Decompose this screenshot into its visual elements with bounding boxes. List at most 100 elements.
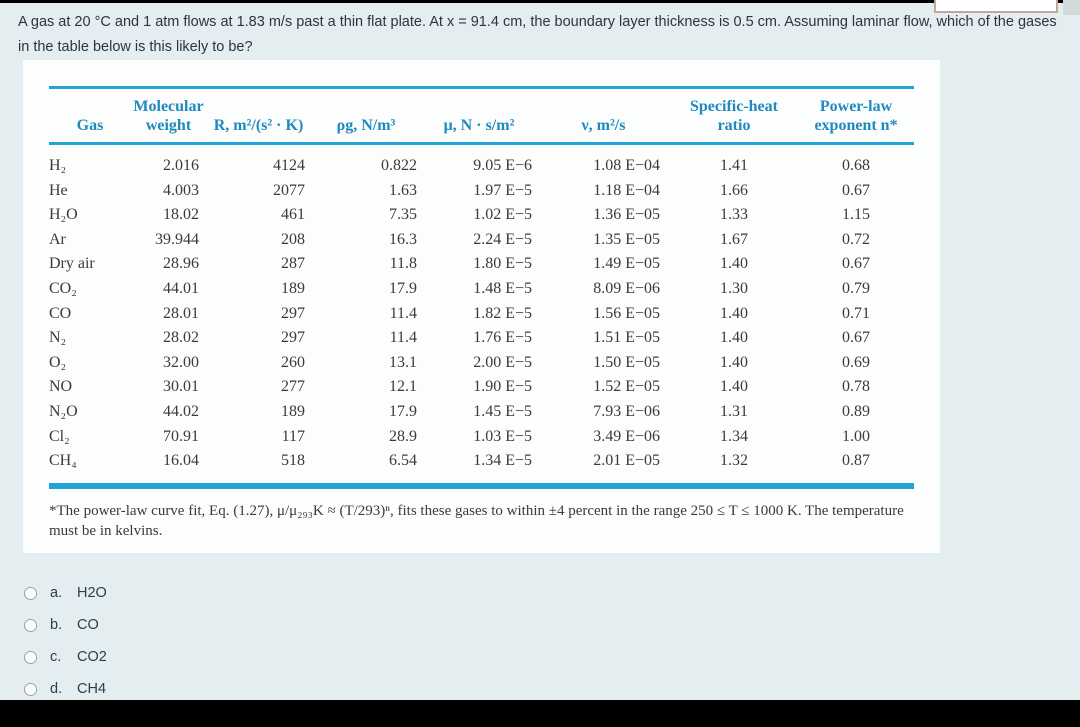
table-cell: 1.52 E−05 <box>593 378 660 396</box>
table-cell: 0.87 <box>842 452 870 470</box>
option-label: CH4 <box>77 681 107 697</box>
radio-button-a[interactable] <box>24 586 37 600</box>
table-cell: 0.822 <box>381 157 417 174</box>
table-cell: 1.15 <box>842 206 870 224</box>
option-c[interactable]: c. CO2 <box>24 641 107 673</box>
table-cell: 0.67 <box>842 181 870 199</box>
option-label: H2O <box>77 585 107 601</box>
table-cell: 1.30 <box>720 279 748 297</box>
table-cell: 1.18 E−04 <box>593 181 660 199</box>
table-cell: 1.34 E−5 <box>473 452 532 470</box>
table-cell: 1.45 E−5 <box>473 402 532 420</box>
table-cell: N₂ <box>49 329 67 347</box>
radio-button-c[interactable] <box>24 650 37 664</box>
table-cell: 0.67 <box>842 255 870 273</box>
table-cell: 3.49 E−06 <box>593 427 660 445</box>
table-cell: 12.1 <box>389 378 417 396</box>
table-cell: 30.01 <box>163 378 199 396</box>
table-cell: 16.04 <box>163 452 199 470</box>
table-row: O₂ 32.00 260 13.1 2.00 E−5 1.50 E−05 1.40 0.69 <box>49 351 914 376</box>
table-cell: 1.76 E−5 <box>473 329 532 347</box>
table-cell: 44.01 <box>163 279 199 297</box>
table-cell: 11.4 <box>389 304 417 322</box>
table-cell: 1.90 E−5 <box>473 378 532 396</box>
table-cell: 2.00 E−5 <box>473 353 532 371</box>
table-cell: 28.02 <box>163 329 199 347</box>
table-cell: 11.8 <box>389 255 417 273</box>
col-header-specific-heat-ratio: Specific-heat ratio <box>690 98 778 134</box>
table-row: CO₂ 44.01 189 17.9 1.48 E−5 8.09 E−06 1.30 0.79 <box>49 277 914 302</box>
table-row: H₂ 2.016 4124 0.822 9.05 E−6 1.08 E−04 1.41 0.6… <box>49 144 914 179</box>
table-cell: 1.97 E−5 <box>473 181 532 199</box>
table-cell: 1.40 <box>720 329 748 347</box>
table-row: H₂O 18.02 461 7.35 1.02 E−5 1.36 E−05 1.33 1.15 <box>49 203 914 228</box>
table-cell: 2.24 E−5 <box>473 230 532 248</box>
table-row: CH₄ 16.04 518 6.54 1.34 E−5 2.01 E−05 1.32 0.87 <box>49 449 914 474</box>
table-cell: 1.66 <box>720 181 748 199</box>
table-row: Dry air 28.96 287 11.8 1.80 E−5 1.49 E−05 1.40… <box>49 252 914 277</box>
table-cell: 0.69 <box>842 353 870 371</box>
table-cell: 7.35 <box>389 206 417 224</box>
table-cell: 1.50 E−05 <box>593 353 660 371</box>
table-row: NO 30.01 277 12.1 1.90 E−5 1.52 E−05 1.40 0.78 <box>49 375 914 400</box>
table-cell: 2.01 E−05 <box>593 452 660 470</box>
table-cell: 1.40 <box>720 378 748 396</box>
bottom-black-bar <box>0 700 1080 727</box>
table-cell: 1.00 <box>842 427 870 445</box>
table-cell: 2077 <box>273 181 305 199</box>
table-row: N₂ 28.02 297 11.4 1.76 E−5 1.51 E−05 1.40 0.67 <box>49 326 914 351</box>
table-cell: 1.31 <box>720 402 748 420</box>
table-cell: 461 <box>281 206 305 224</box>
table-cell: 4.003 <box>163 181 199 199</box>
question-text: A gas at 20 °C and 1 atm flows at 1.83 m… <box>18 14 1057 55</box>
table-cell: 1.34 <box>720 427 748 445</box>
option-a[interactable]: a. H2O <box>24 577 107 609</box>
table-cell: 0.89 <box>842 402 870 420</box>
table-cell: 1.03 E−5 <box>473 427 532 445</box>
table-cell: 297 <box>281 329 305 347</box>
radio-button-d[interactable] <box>24 682 37 696</box>
radio-button-b[interactable] <box>24 618 37 632</box>
option-d[interactable]: d. CH4 <box>24 673 107 705</box>
top-black-bar <box>0 0 1080 3</box>
table-cell: 2.016 <box>163 157 199 174</box>
gas-properties-table-card: Gas Molecular weight R, m²/(s² · K) ρg, N… <box>23 60 940 553</box>
option-letter: c. <box>50 649 62 665</box>
table-row: CO 28.01 297 11.4 1.82 E−5 1.56 E−05 1.40 0.71 <box>49 302 914 327</box>
table-top-rule <box>49 86 914 89</box>
table-cell: 0.67 <box>842 329 870 347</box>
table-cell: 1.08 E−04 <box>593 157 660 174</box>
table-cell: 4124 <box>273 157 305 174</box>
table-cell: 17.9 <box>389 279 417 297</box>
table-cell: 9.05 E−6 <box>473 157 532 174</box>
col-header-molecular-weight: Molecular weight <box>133 98 204 134</box>
table-cell: 117 <box>281 427 305 445</box>
option-label: CO <box>77 617 99 633</box>
table-cell: 6.54 <box>389 452 417 470</box>
gas-properties-table: Gas Molecular weight R, m²/(s² · K) ρg, N… <box>49 89 914 474</box>
table-cell: 1.49 E−05 <box>593 255 660 273</box>
table-cell: 16.3 <box>389 230 417 248</box>
table-cell: 1.36 E−05 <box>593 206 660 224</box>
table-cell: 17.9 <box>389 402 417 420</box>
table-cell: 518 <box>281 452 305 470</box>
table-row: Cl₂ 70.91 117 28.9 1.03 E−5 3.49 E−06 1.34 1.00 <box>49 425 914 450</box>
table-cell: CO <box>49 304 72 322</box>
table-cell: 260 <box>281 353 305 371</box>
gas-table-body: H₂ 2.016 4124 0.822 9.05 E−6 1.08 E−04 1.41 0.6… <box>49 144 914 474</box>
table-cell: H₂O <box>49 206 78 224</box>
table-cell: 1.56 E−05 <box>593 304 660 322</box>
table-cell: 297 <box>281 304 305 322</box>
table-cell: 0.72 <box>842 230 870 248</box>
table-cell: 70.91 <box>163 427 199 445</box>
table-cell: 44.02 <box>163 402 199 420</box>
option-b[interactable]: b. CO <box>24 609 107 641</box>
top-right-input[interactable] <box>934 0 1058 13</box>
table-cell: 1.33 <box>720 206 748 224</box>
table-cell: 1.51 E−05 <box>593 329 660 347</box>
table-row: N₂O 44.02 189 17.9 1.45 E−5 7.93 E−06 1.31 0.89 <box>49 400 914 425</box>
table-cell: 0.78 <box>842 378 870 396</box>
table-cell: He <box>49 181 68 199</box>
table-cell: 1.40 <box>720 304 748 322</box>
table-cell: 208 <box>281 230 305 248</box>
